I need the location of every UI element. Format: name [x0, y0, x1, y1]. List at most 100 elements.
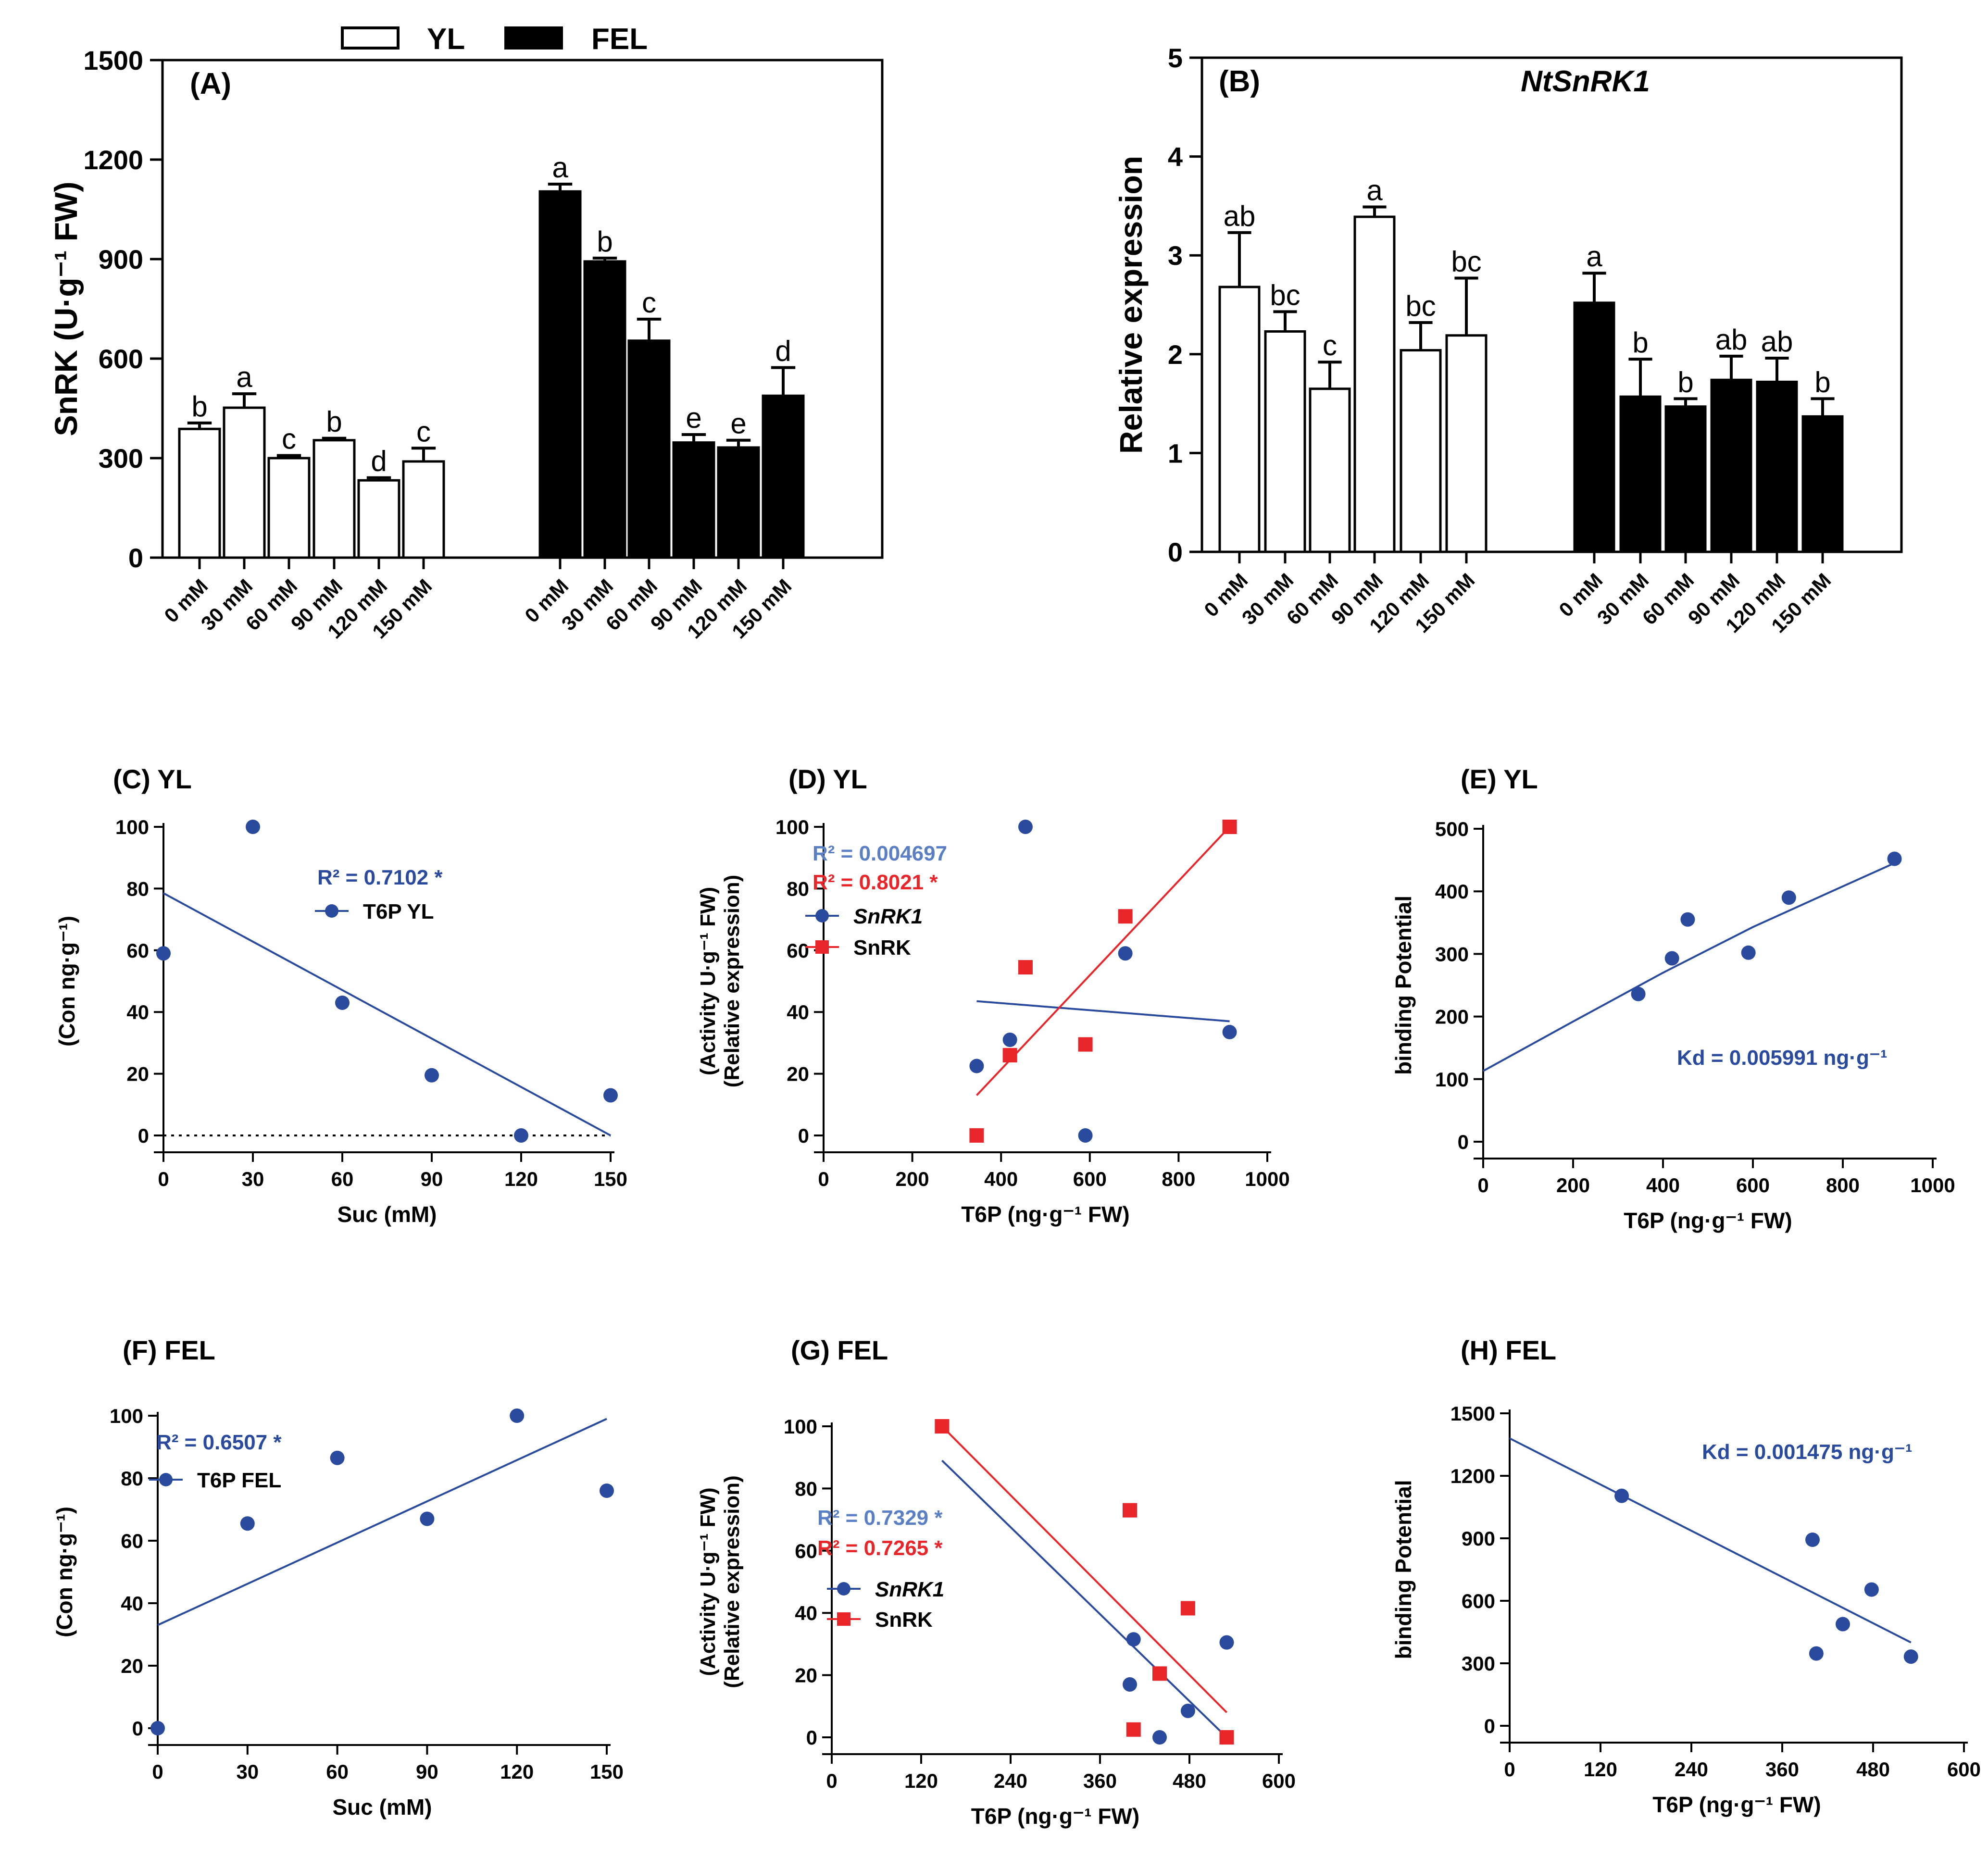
bar-yl — [1445, 334, 1488, 553]
fit-line-snrk — [941, 1425, 1227, 1713]
y-axis-label: (Con ng·g⁻¹) — [52, 1507, 77, 1637]
bar-yl — [223, 406, 266, 559]
y-tick-label: 0 — [806, 1726, 817, 1749]
fit-line-snrk1 — [941, 1459, 1227, 1738]
data-point-square — [1118, 909, 1133, 924]
y-tick-label: 40 — [121, 1592, 143, 1615]
y-axis-label: (Con ng·g⁻¹) — [54, 916, 79, 1047]
y-tick-label: 100 — [784, 1415, 817, 1438]
bar-fel — [1573, 301, 1615, 553]
data-point-square — [1078, 1037, 1093, 1052]
bar-fel — [1619, 395, 1662, 553]
y-tick-label: 600 — [1462, 1590, 1495, 1612]
significance-letter: b — [1814, 366, 1830, 398]
y-tick-label: 500 — [1435, 818, 1469, 840]
bar-fel — [627, 339, 671, 559]
y-tick-label: 300 — [1435, 943, 1469, 965]
panel-title: (G) FEL — [791, 1335, 888, 1365]
category-label: 60 mM — [241, 574, 302, 635]
y-tick-label: 100 — [1435, 1068, 1469, 1091]
y-tick-label: 40 — [126, 1001, 149, 1023]
fit-line-snrk — [975, 826, 1231, 1096]
significance-letter: a — [1586, 240, 1602, 273]
annotation: R² = 0.7102 * — [317, 866, 443, 889]
y-tick-label: 600 — [99, 344, 143, 374]
bar-fel — [1801, 415, 1844, 553]
y-axis-label: binding Potential — [1391, 1480, 1416, 1659]
data-point-square — [1126, 1722, 1141, 1737]
y-tick-label: 80 — [795, 1477, 817, 1500]
data-point-circle — [425, 1068, 439, 1083]
y-tick-label: 0 — [128, 543, 143, 573]
y-tick-label: 40 — [787, 1001, 809, 1023]
y-tick-label: 300 — [1462, 1652, 1495, 1675]
significance-letter: bc — [1270, 279, 1300, 311]
bar-yl — [1309, 387, 1351, 553]
x-tick-label: 0 — [1504, 1758, 1515, 1781]
data-point-square — [1219, 1730, 1234, 1745]
x-axis-label: T6P (ng·g⁻¹ FW) — [1624, 1208, 1792, 1233]
x-tick-label: 360 — [1083, 1770, 1117, 1792]
significance-letter: ab — [1715, 324, 1748, 356]
annotation: R² = 0.7329 * — [817, 1506, 943, 1530]
x-tick-label: 800 — [1826, 1174, 1860, 1197]
bar-yl — [178, 427, 221, 559]
bar-yl — [402, 460, 445, 559]
legend-yl-swatch — [341, 26, 400, 50]
data-point-circle — [1126, 1632, 1141, 1647]
significance-letter: ab — [1761, 325, 1793, 358]
y-tick-label: 1 — [1168, 438, 1183, 468]
data-point-circle — [1002, 1032, 1017, 1047]
fit-line-series — [1509, 1437, 1912, 1644]
x-tick-label: 120 — [1584, 1758, 1617, 1781]
data-point-circle — [1887, 851, 1902, 866]
x-tick-label: 1000 — [1245, 1168, 1289, 1190]
panel-title: (D) YL — [788, 764, 867, 794]
y-tick-label: 60 — [126, 939, 149, 962]
legend-marker-circle — [815, 909, 829, 923]
x-tick-label: 0 — [158, 1168, 169, 1190]
x-tick-label: 480 — [1173, 1770, 1206, 1792]
data-point-circle — [1631, 986, 1646, 1001]
y-tick-label: 20 — [787, 1063, 809, 1085]
legend-marker-circle — [837, 1582, 850, 1596]
y-tick-label: 80 — [787, 877, 809, 900]
data-point-circle — [1741, 945, 1756, 960]
x-tick-label: 120 — [500, 1760, 534, 1783]
x-tick-label: 0 — [826, 1770, 837, 1792]
panel-title: (E) YL — [1461, 764, 1538, 794]
legend-marker-circle — [325, 904, 338, 918]
y-tick-label: 3 — [1168, 240, 1183, 271]
x-tick-label: 0 — [818, 1168, 829, 1190]
y-tick-label: 200 — [1435, 1006, 1469, 1028]
x-tick-label: 600 — [1262, 1770, 1296, 1792]
legend-yl-label: YL — [427, 23, 465, 56]
x-tick-label: 600 — [1073, 1168, 1107, 1190]
legend-label: T6P FEL — [197, 1469, 281, 1492]
y-axis-label: Relative expression — [1113, 156, 1149, 454]
y-tick-label: 0 — [1458, 1131, 1469, 1153]
x-tick-label: 600 — [1947, 1758, 1981, 1781]
y-tick-label: 20 — [795, 1664, 817, 1687]
panel-label: (A) — [190, 67, 231, 100]
x-tick-label: 30 — [242, 1168, 264, 1190]
x-tick-label: 200 — [1556, 1174, 1590, 1197]
bar-yl — [1218, 286, 1261, 553]
bar-fel — [1756, 380, 1798, 553]
y-tick-label: 900 — [99, 244, 143, 274]
bar-fel — [1710, 378, 1752, 553]
significance-letter: a — [236, 361, 252, 393]
x-tick-label: 60 — [331, 1168, 354, 1190]
y-tick-label: 60 — [787, 939, 809, 962]
panel-label: (B) — [1219, 65, 1260, 98]
x-tick-label: 120 — [504, 1168, 538, 1190]
panel-F: 0 20 40 60 80 100 0 30 60 90 120 150 (F) FEL Suc (mM)… — [52, 1335, 624, 1820]
x-tick-label: 600 — [1736, 1174, 1770, 1197]
data-point-square — [1123, 1503, 1137, 1518]
x-tick-label: 800 — [1162, 1168, 1195, 1190]
y-tick-label: 20 — [121, 1655, 143, 1677]
panel-title: (C) YL — [113, 764, 192, 794]
significance-letter: e — [686, 402, 701, 434]
